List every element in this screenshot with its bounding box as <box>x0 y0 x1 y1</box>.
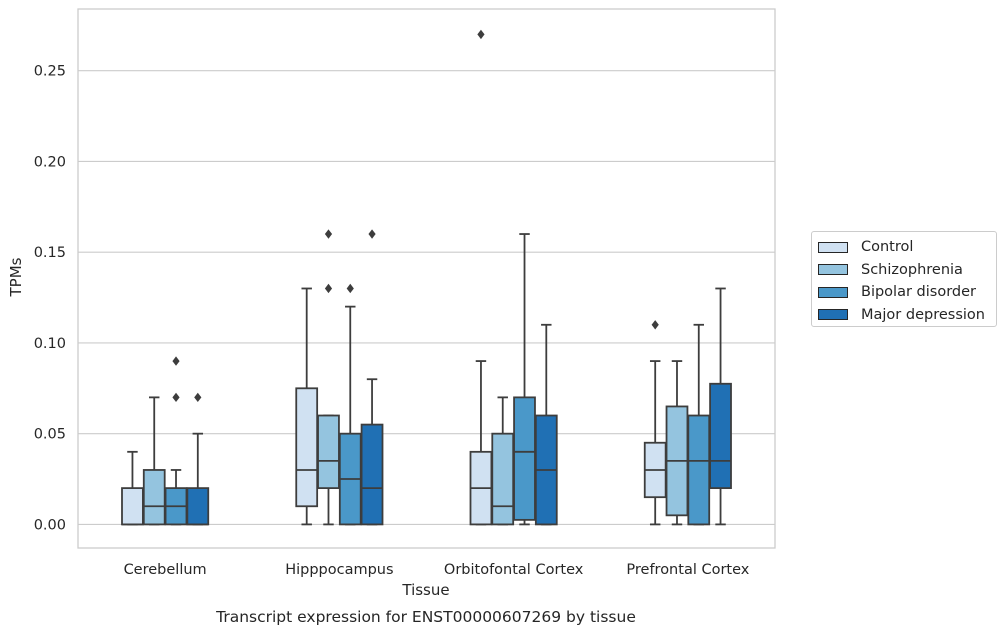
y-tick-label: 0.15 <box>34 245 66 261</box>
outlier-point <box>324 283 333 294</box>
box-body <box>186 487 210 526</box>
box <box>186 392 210 526</box>
legend-swatch <box>818 309 848 321</box>
y-tick-label: 0.10 <box>34 336 66 352</box>
box <box>643 320 667 526</box>
box <box>534 323 558 526</box>
box <box>142 396 166 526</box>
box <box>665 360 689 526</box>
box-body <box>317 414 340 490</box>
legend: Control Schizophrenia Bipolar disorder Majo… <box>811 231 997 327</box>
box-body <box>513 396 536 521</box>
y-tick-label: 0.05 <box>34 427 66 443</box>
series-control <box>121 29 667 526</box>
x-tick-label: Cerebellum <box>124 562 207 578</box>
x-axis-ticks: Cerebellum Hipppocampus Orbitofontal Corte… <box>124 562 750 578</box>
x-tick-label: Orbitofontal Cortex <box>444 562 584 578</box>
x-tick-label: Hipppocampus <box>285 562 393 578</box>
box <box>360 229 384 526</box>
legend-label: Bipolar disorder <box>861 284 976 301</box>
chart-title: Transcript expression for ENST0000060726… <box>215 608 636 626</box>
box-body <box>295 387 319 508</box>
box-body <box>121 487 144 526</box>
box <box>491 396 515 526</box>
y-tick-label: 0.20 <box>34 154 66 170</box>
box <box>164 356 188 526</box>
box-body <box>491 432 515 526</box>
legend-item: Control <box>812 236 996 259</box>
legend-swatch <box>818 286 848 298</box>
box-body <box>360 423 384 526</box>
y-axis-ticks: 0.00 0.05 0.10 0.15 0.20 0.25 <box>34 64 66 534</box>
outlier-point <box>368 229 376 239</box>
legend-swatch <box>818 264 848 276</box>
legend-label: Schizophrenia <box>861 261 963 278</box>
y-tick-label: 0.25 <box>34 64 66 80</box>
outlier-point <box>194 392 202 403</box>
legend-swatch <box>818 241 848 253</box>
legend-label: Major depression <box>861 306 985 323</box>
series-schizophrenia <box>142 229 689 526</box>
x-tick-label: Prefrontal Cortex <box>626 562 749 578</box>
legend-item: Major depression <box>812 304 996 327</box>
box <box>709 287 732 526</box>
outlier-point <box>477 29 485 40</box>
box-body <box>709 382 732 490</box>
box <box>121 450 144 526</box>
box-plot-series <box>121 29 732 526</box>
x-axis-label: Tissue <box>401 581 449 599</box>
box-body <box>142 469 166 526</box>
box <box>317 229 340 526</box>
box <box>513 233 536 526</box>
outlier-point <box>346 283 354 294</box>
box-body <box>687 414 711 526</box>
legend-item: Bipolar disorder <box>812 281 996 304</box>
plot-area-frame <box>77 8 776 549</box>
outlier-point <box>324 229 333 239</box>
y-tick-label: 0.00 <box>34 517 66 533</box>
outlier-point <box>651 320 659 330</box>
series-major-depression <box>186 229 732 526</box>
box <box>687 323 711 526</box>
y-axis-label: TPMs <box>7 257 25 297</box>
legend-item: Schizophrenia <box>812 259 996 282</box>
outlier-point <box>172 356 180 366</box>
box <box>469 29 493 526</box>
outlier-point <box>172 392 180 403</box>
legend-label: Control <box>861 239 914 256</box>
box <box>295 287 319 526</box>
box <box>338 283 362 526</box>
series-bipolar-disorder <box>164 233 711 526</box>
